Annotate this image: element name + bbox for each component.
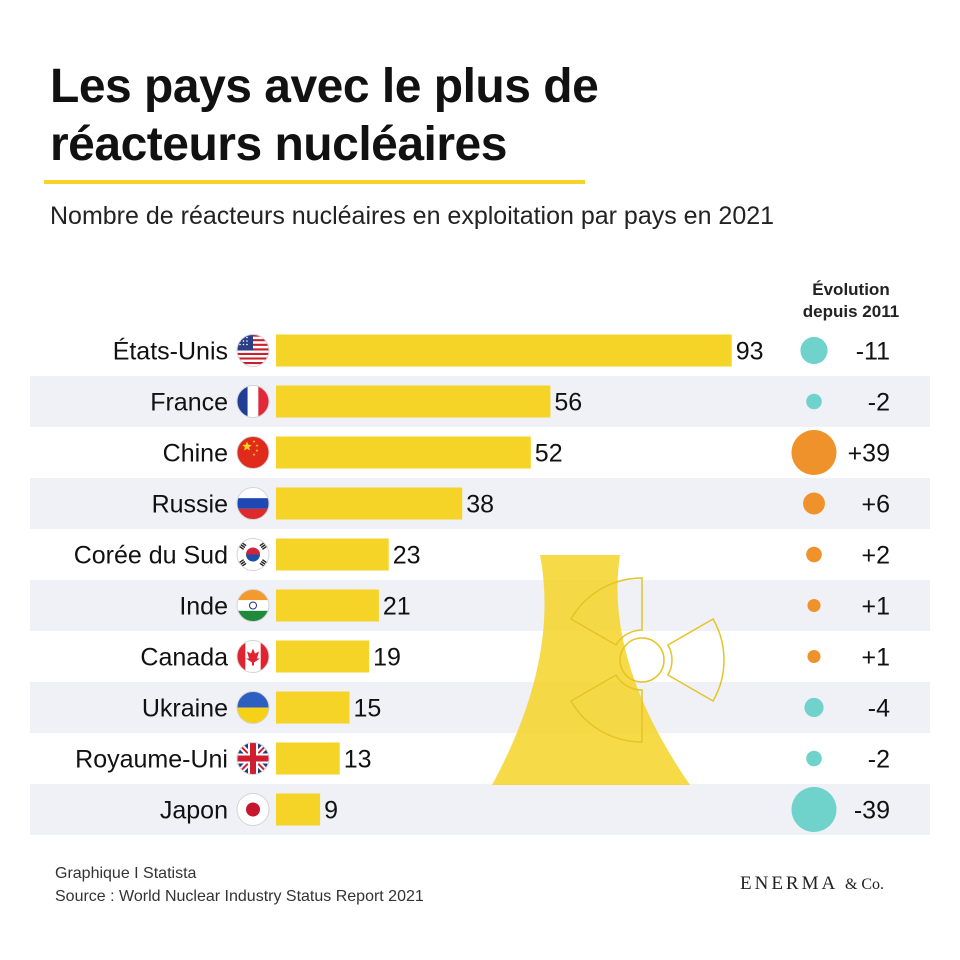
category-label: États-Unis [113, 337, 228, 366]
bar [276, 487, 463, 520]
canada-flag-icon [237, 640, 269, 673]
change-bubble [791, 430, 837, 475]
row-band [30, 478, 930, 529]
category-label: Japon [160, 797, 228, 825]
change-label: -11 [856, 338, 890, 366]
category-label: Inde [179, 593, 228, 621]
china-flag-icon [237, 436, 269, 469]
chart-subtitle: Nombre de réacteurs nucléaires en exploi… [50, 202, 775, 230]
change-bubble [791, 787, 837, 832]
row-france: France 56 -2 [150, 385, 890, 418]
bar [276, 334, 732, 367]
row-band [30, 784, 930, 835]
change-label: -39 [854, 797, 890, 825]
change-label: +1 [861, 644, 890, 672]
category-label: France [150, 389, 228, 417]
change-bubble [807, 598, 821, 613]
value-label: 21 [383, 593, 411, 621]
change-label: -4 [868, 695, 890, 723]
value-label: 52 [535, 440, 563, 468]
evolution-header-line-1: Évolution [812, 280, 890, 299]
value-label: 56 [554, 389, 582, 417]
radiation-center-shape [619, 637, 665, 683]
change-label: +1 [861, 593, 890, 621]
category-label: Russie [152, 491, 228, 519]
title-underline [44, 180, 585, 184]
bar [276, 538, 389, 571]
bar [276, 589, 379, 622]
row-inde: Inde 21 +1 [179, 589, 890, 622]
change-bubble [800, 336, 828, 365]
title-line-1: Les pays avec le plus de [50, 60, 599, 113]
change-label: -2 [868, 389, 890, 417]
value-label: 23 [393, 542, 421, 570]
bar [276, 385, 551, 418]
uk-flag-icon [237, 742, 269, 775]
row-bands [30, 376, 930, 835]
radiation-blade-shape [569, 577, 643, 647]
footer-credit: Graphique I Statista [55, 865, 197, 882]
france-flag-icon [237, 385, 269, 418]
change-bubble [806, 393, 822, 410]
row-russie: Russie 38 +6 [152, 487, 890, 520]
category-label: Corée du Sud [74, 542, 228, 570]
row-canada: Canada 19 +1 [140, 640, 890, 673]
india-flag-icon [237, 589, 269, 622]
change-bubble [803, 492, 825, 515]
row-band [30, 682, 930, 733]
row-coree-du-sud: Corée du Sud 23 +2 [74, 538, 890, 571]
evolution-column-header: Évolution depuis 2011 [786, 279, 916, 323]
row-band [30, 580, 930, 631]
value-label: 13 [344, 746, 372, 774]
brand-logo: ENERMA & Co. [740, 873, 884, 895]
russia-flag-icon [237, 487, 269, 520]
radiation-blade-shape [666, 617, 725, 703]
title-line-2: réacteurs nucléaires [50, 118, 507, 171]
row-etats-unis: États-Unis 93 -11 [113, 334, 890, 367]
change-bubble [807, 649, 821, 664]
row-chine: Chine 52 +39 [163, 430, 890, 475]
row-ukraine: Ukraine 15 -4 [142, 691, 890, 724]
bar [276, 436, 531, 469]
nuclear-plant-watermark-icon [492, 555, 725, 785]
evolution-header-line-2: depuis 2011 [802, 302, 900, 321]
bar [276, 691, 350, 724]
category-label: Canada [140, 644, 228, 672]
cooling-tower-shape [492, 555, 690, 785]
bar [276, 793, 321, 826]
value-label: 93 [736, 338, 764, 366]
value-label: 9 [324, 797, 338, 825]
footer-source: Source : World Nuclear Industry Status R… [55, 888, 424, 905]
category-label: Chine [163, 440, 228, 468]
value-label: 19 [373, 644, 401, 672]
change-label: +2 [861, 542, 890, 570]
change-bubble [804, 697, 824, 718]
change-bubble [806, 750, 822, 767]
row-japon: Japon 9 -39 [160, 787, 890, 832]
row-royaume-uni: Royaume-Uni 13 -2 [75, 742, 890, 775]
change-label: +6 [861, 491, 890, 519]
ukraine-flag-icon [237, 691, 269, 724]
value-label: 38 [466, 491, 494, 519]
japan-flag-icon [237, 793, 269, 826]
value-label: 15 [354, 695, 382, 723]
brand-suffix: & Co. [844, 876, 885, 893]
chart-title: Les pays avec le plus de réacteurs nuclé… [50, 58, 599, 174]
change-label: -2 [868, 746, 890, 774]
bar [276, 640, 370, 673]
footer: Graphique I Statista Source : World Nucl… [55, 862, 424, 908]
change-label: +39 [848, 440, 890, 468]
change-bubble [806, 546, 822, 563]
category-label: Royaume-Uni [75, 746, 228, 774]
bar [276, 742, 340, 775]
category-label: Ukraine [142, 695, 228, 723]
radiation-blade-shape [569, 673, 643, 743]
brand-name: ENERMA [740, 873, 838, 894]
chart-rows: États-Unis 93 -11 France 56 -2 Chine 52 +39 Russi… [74, 334, 890, 832]
